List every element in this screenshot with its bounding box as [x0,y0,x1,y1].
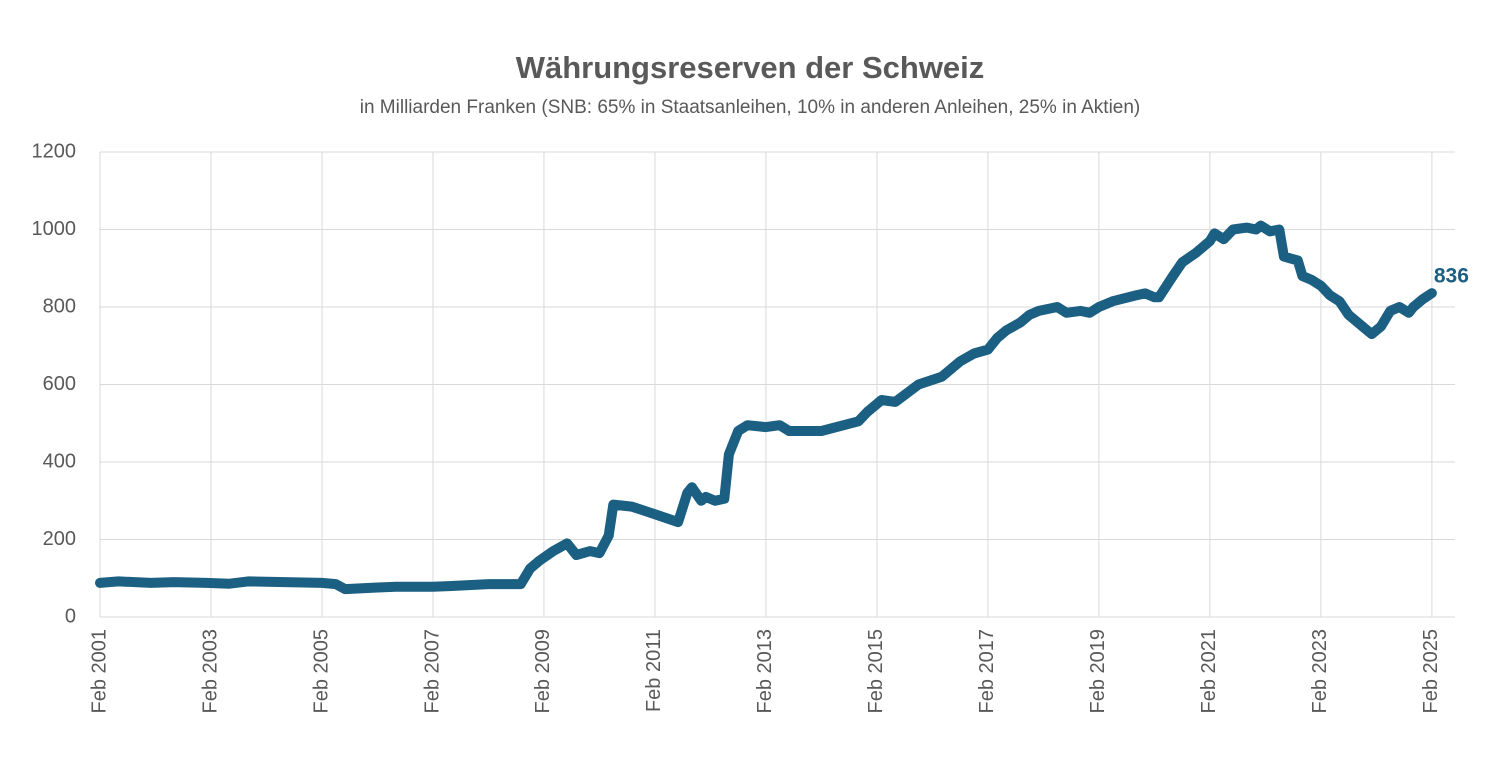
data-label: 836 [1434,265,1469,288]
y-tick-label: 800 [43,295,76,317]
x-tick-label: Feb 2011 [643,629,665,712]
y-tick-label: 0 [65,605,76,627]
x-tick-label: Feb 2017 [976,629,998,714]
x-tick-label: Feb 2019 [1087,629,1109,714]
y-tick-label: 600 [43,373,76,395]
x-tick-label: Feb 2023 [1309,629,1331,714]
chart-title: Währungsreserven der Schweiz [516,50,985,85]
x-tick-label: Feb 2009 [532,629,554,714]
data-line [95,220,1437,595]
x-tick-label: Feb 2015 [865,629,887,714]
y-tick-label: 1000 [32,218,77,240]
chart-subtitle: in Milliarden Franken (SNB: 65% in Staat… [360,97,1141,118]
x-tick-label: Feb 2007 [421,629,443,714]
x-tick-label: Feb 2025 [1420,629,1442,714]
y-tick-label: 200 [43,528,76,550]
x-tick-label: Feb 2013 [754,629,776,714]
y-tick-label: 1200 [32,140,77,162]
x-tick-label: Feb 2005 [310,629,332,714]
x-tick-label: Feb 2021 [1198,629,1220,714]
x-tick-label: Feb 2001 [88,629,110,714]
x-tick-label: Feb 2003 [199,629,221,714]
y-tick-label: 400 [43,450,76,472]
